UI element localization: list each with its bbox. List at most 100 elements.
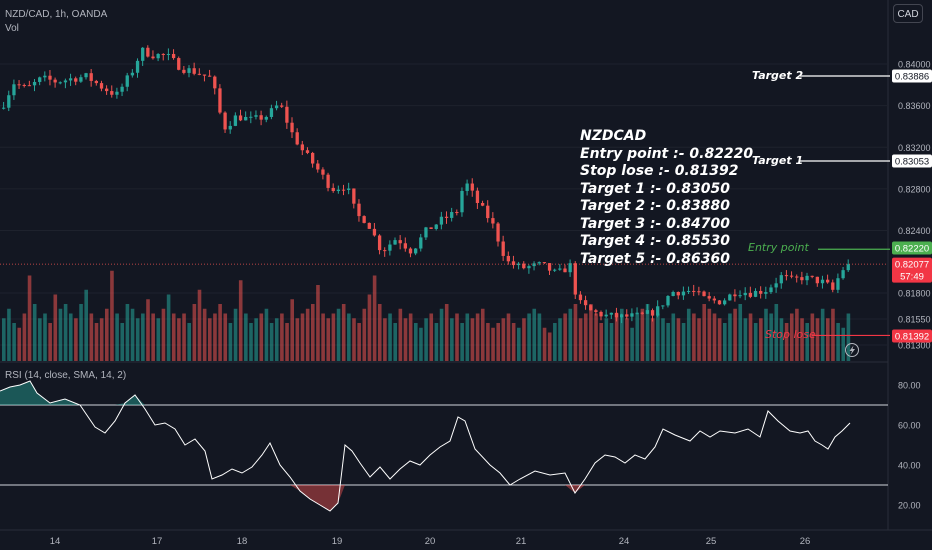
volume-bar — [285, 323, 289, 361]
volume-bar — [465, 313, 470, 361]
candle-body — [645, 310, 650, 314]
volume-bar — [259, 313, 264, 361]
note-line: Target 4 :- 0.85530 — [580, 233, 730, 249]
candle-body — [166, 53, 171, 55]
candle-body — [800, 277, 804, 281]
volume-bar — [686, 308, 691, 361]
candle-body — [367, 222, 371, 229]
time-tick-label: 25 — [706, 536, 717, 547]
candle-body — [352, 188, 356, 204]
candle-body — [805, 275, 809, 281]
currency-button[interactable]: CAD — [893, 4, 923, 23]
volume-bar — [625, 318, 629, 361]
volume-bar — [295, 318, 300, 361]
candle-body — [475, 190, 480, 204]
candle-body — [171, 53, 176, 59]
candles — [2, 45, 850, 324]
volume-bar — [563, 313, 567, 361]
volume-bar — [347, 313, 351, 361]
candle-body — [620, 314, 624, 318]
volume-bar — [2, 318, 6, 361]
volume-bar — [141, 313, 145, 361]
volume-bar — [439, 308, 444, 361]
volume-bar — [609, 323, 614, 361]
volume-bar — [537, 313, 542, 361]
volume-bar — [774, 304, 779, 361]
candle-body — [661, 305, 665, 307]
candle-body — [274, 105, 279, 109]
volume-bar — [408, 313, 413, 361]
volume-bar — [280, 313, 284, 361]
volume-bar — [331, 313, 336, 361]
volume-bar — [393, 323, 397, 361]
volume-bar — [434, 323, 439, 361]
rsi-oversold-fill — [0, 485, 850, 511]
candle-body — [2, 107, 6, 109]
candle-body — [414, 248, 418, 254]
volume-bar — [594, 313, 598, 361]
volume-bar — [676, 318, 681, 361]
volume-bar — [99, 318, 104, 361]
candle-body — [120, 86, 124, 92]
candle-body — [146, 47, 150, 57]
volume-bar — [7, 308, 11, 361]
candle-body — [213, 76, 217, 89]
volume-bar — [254, 318, 258, 361]
volume-bar — [547, 332, 552, 361]
volume-bar — [208, 318, 212, 361]
volume-bar — [74, 318, 78, 361]
candle-body — [53, 79, 57, 83]
volume-bar — [486, 323, 490, 361]
volume-bar — [264, 308, 269, 361]
rsi-tick-label: 40.00 — [898, 461, 921, 471]
volume-bar — [238, 280, 243, 361]
candle-body — [810, 275, 814, 277]
candle-body — [38, 77, 42, 82]
volume-bar — [640, 308, 645, 361]
volume-bar — [491, 327, 495, 361]
candle-body — [125, 75, 129, 87]
note-line: Target 3 :- 0.84700 — [580, 215, 730, 232]
volume-bar — [12, 323, 16, 361]
candle-body — [99, 83, 104, 89]
volume-bar — [522, 318, 526, 361]
svg-text:0.82077: 0.82077 — [895, 259, 929, 270]
lightning-icon[interactable] — [845, 343, 859, 357]
candle-body — [450, 212, 454, 218]
candle-body — [182, 69, 186, 73]
candle-body — [589, 305, 593, 311]
candle-body — [48, 75, 52, 80]
candle-body — [625, 314, 629, 317]
volume-bar — [805, 323, 809, 361]
volume-bar — [362, 308, 367, 361]
volume-bar — [620, 308, 624, 361]
svg-text:0.82220: 0.82220 — [895, 243, 929, 254]
candle-body — [753, 290, 758, 297]
volume-bar — [573, 304, 578, 361]
candle-body — [542, 262, 547, 264]
candle-body — [403, 243, 407, 249]
candle-body — [738, 295, 742, 297]
candle-body — [12, 84, 16, 96]
candle-body — [517, 263, 521, 266]
volume-bar — [450, 318, 454, 361]
volume-bar — [496, 323, 500, 361]
candle-body — [583, 300, 588, 306]
candle-body — [692, 290, 696, 292]
candle-body — [115, 91, 119, 95]
volume-bar — [650, 318, 655, 361]
candle-body — [439, 216, 444, 225]
candle-body — [408, 248, 413, 254]
candle-body — [372, 228, 377, 236]
volume-bar — [542, 327, 547, 361]
volume-bar — [784, 323, 789, 361]
price-tick-label: 0.84000 — [898, 60, 931, 70]
candle-body — [202, 74, 207, 76]
candle-body — [233, 115, 238, 126]
volume-bar — [274, 318, 279, 361]
volume-bar — [166, 294, 171, 361]
volume-bar — [527, 313, 531, 361]
candle-body — [455, 212, 459, 214]
